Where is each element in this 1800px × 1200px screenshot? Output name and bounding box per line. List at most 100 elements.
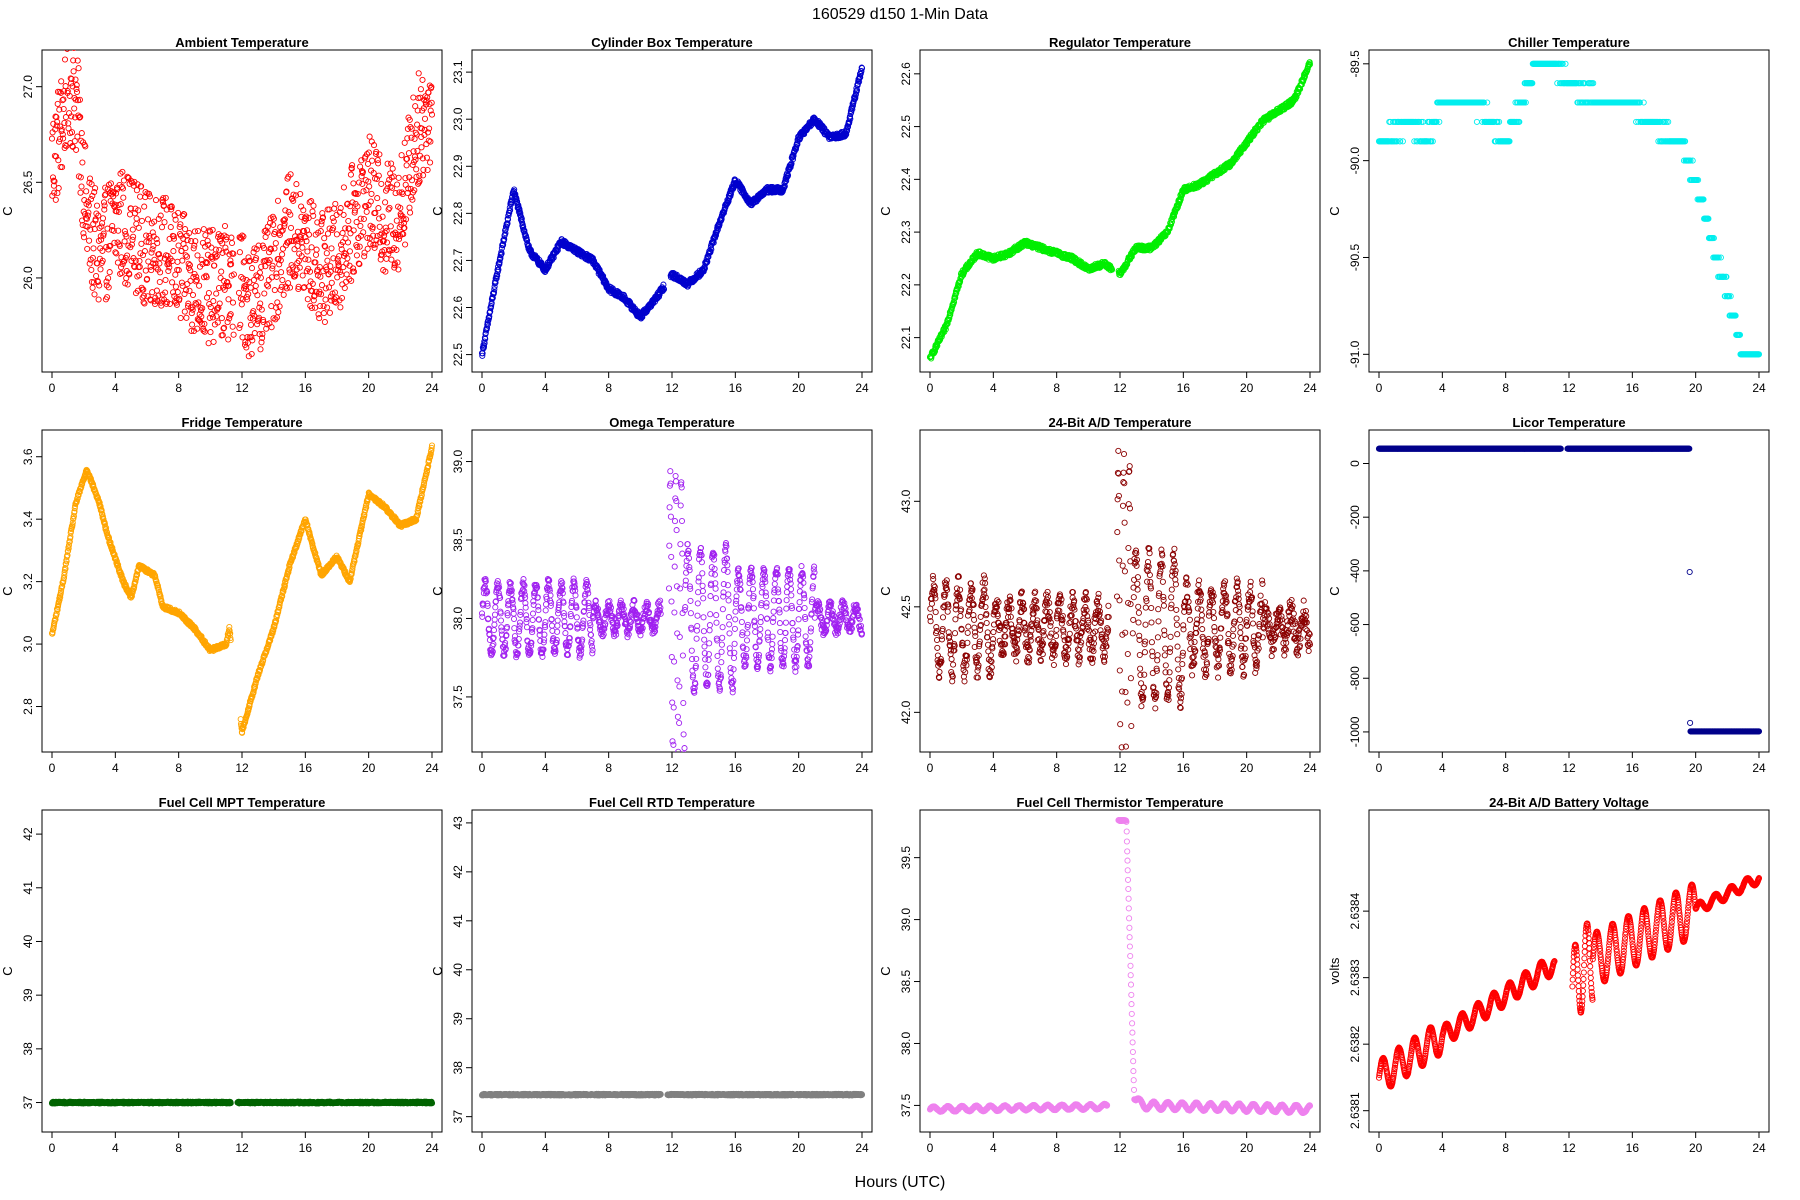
data-point [316,315,323,322]
data-point [504,216,512,223]
data-point [386,204,393,211]
data-point [99,220,106,227]
data-point [857,74,864,81]
data-point [858,68,865,75]
data-point [78,137,85,144]
data-point [1399,138,1406,145]
data-point [367,240,374,247]
data-point [337,304,344,311]
data-point [367,198,374,205]
data-point [1687,157,1694,164]
x-tick-label: 0 [49,761,56,775]
data-point [366,133,373,140]
data-point [356,243,363,250]
data-point [350,227,357,234]
data-point [395,236,403,243]
y-tick-label: 22.5 [451,343,465,367]
data-point [1496,118,1503,125]
data-point [136,263,143,270]
data-point [149,229,156,236]
data-point [348,165,355,172]
data-point [182,245,189,252]
data-point [110,227,117,234]
panel-title: Cylinder Box Temperature [591,35,753,50]
data-point [1736,331,1744,338]
data-point [376,223,383,230]
data-point [203,274,210,281]
data-point [55,185,62,192]
data-point [394,181,401,188]
data-point [115,208,122,215]
data-point [363,151,371,158]
data-point [96,282,103,289]
data-point [168,203,175,210]
data-point [424,166,431,174]
data-point [413,131,420,138]
data-point [1717,254,1724,261]
data-point [1715,254,1722,261]
data-point [84,212,91,219]
data-point [201,320,208,327]
data-point [238,273,245,281]
data-point [95,296,102,303]
y-tick-label: 3.0 [21,635,35,652]
data-point [493,275,500,282]
data-point [427,159,434,166]
data-point [496,261,503,268]
data-point [96,224,103,232]
data-point [718,216,725,223]
data-point [359,180,366,187]
data-point [328,245,335,252]
data-point [71,105,78,112]
data-point [202,243,209,250]
data-point [88,266,95,273]
data-point [158,302,165,309]
data-point [496,259,503,266]
data-point [385,250,392,257]
data-point [149,246,156,253]
data-point [192,278,199,285]
data-point [212,254,219,261]
data-point [248,350,255,358]
series-points [926,59,1314,362]
data-point [52,196,59,203]
data-point [162,194,169,201]
data-point [1726,293,1733,300]
data-point [386,247,393,254]
data-point [55,138,63,145]
data-point [353,252,360,259]
data-point [170,248,177,255]
data-point [1177,196,1184,203]
data-point [272,228,279,236]
data-point [58,78,65,85]
data-point [183,314,190,321]
plot-frame [471,49,873,373]
data-point [954,286,961,293]
data-point [288,238,295,245]
data-point [154,582,161,589]
data-point [325,284,333,291]
data-point [375,160,382,167]
data-point [215,284,223,292]
data-point [369,224,376,231]
data-point [66,29,71,34]
data-point [350,268,358,275]
data-point [238,301,245,308]
data-point [133,187,140,194]
x-tick-label: 4 [990,381,997,395]
x-tick-label: 24 [425,761,439,775]
data-point [141,248,148,255]
data-point [323,264,330,271]
data-point [221,222,229,230]
data-point [318,218,325,225]
x-tick-label: 20 [362,761,376,775]
data-point [1665,118,1672,125]
data-point [89,192,96,199]
data-point [225,282,232,289]
data-point [75,492,82,499]
data-point [250,277,257,284]
data-point [93,202,101,209]
y-tick-label: 22.4 [899,167,913,191]
data-point [253,255,260,262]
